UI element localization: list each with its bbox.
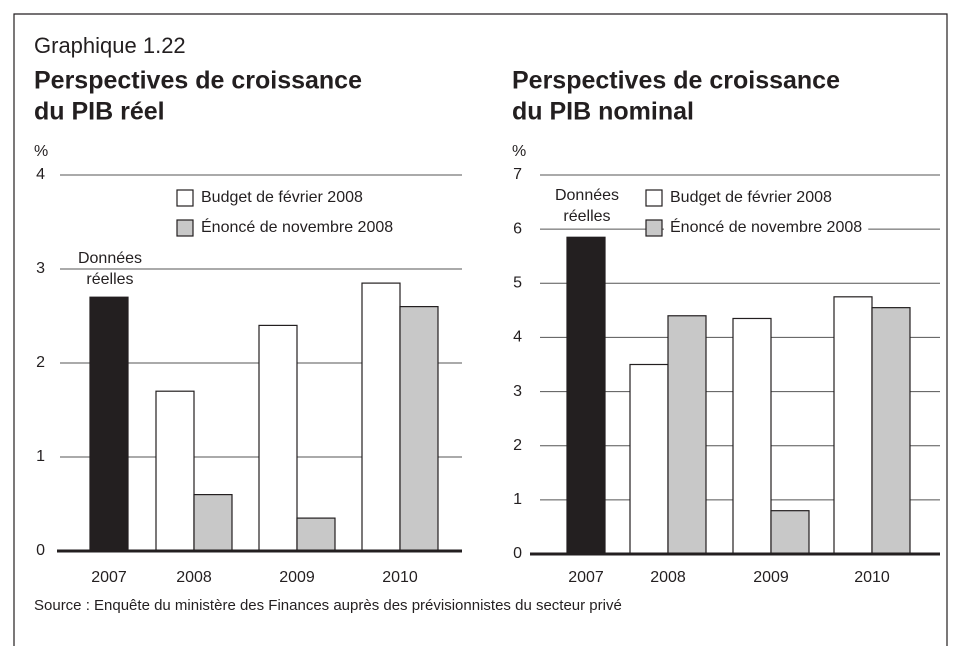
chart-title: du PIB nominal [512,98,694,126]
annotation: réelles [86,271,133,288]
y-tick-label: 4 [513,329,522,346]
y-tick-label: 1 [36,448,45,465]
y-axis-label: % [512,143,526,160]
bar [770,510,810,555]
x-tick-label: 2008 [650,569,686,586]
y-tick-label: 0 [513,545,522,562]
y-tick-label: 3 [513,383,522,400]
y-tick-label: 2 [36,354,45,371]
annotation: Données [555,187,619,204]
source-note: Source : Enquête du ministère des Financ… [34,597,622,614]
label-background [549,187,625,205]
bar [361,282,401,552]
label-background [195,217,400,237]
legend-label: Budget de février 2008 [670,189,832,206]
bar [258,324,298,552]
bar [871,307,911,555]
legend-label: Budget de février 2008 [201,189,363,206]
y-tick-label: 7 [513,166,522,183]
bar [193,494,233,552]
label-background [72,250,148,268]
y-tick-label: 4 [36,166,45,183]
x-tick-label: 2009 [753,569,789,586]
x-tick-label: 2008 [176,569,212,586]
bar [155,390,195,552]
label-background [664,217,869,237]
chart-title: Perspectives de croissance [34,67,362,95]
x-tick-label: 2010 [854,569,890,586]
legend-label: Énoncé de novembre 2008 [670,217,862,236]
bar [629,363,669,555]
annotation: Données [78,250,142,267]
annotation: réelles [563,208,610,225]
bar [566,236,606,555]
bar [399,306,439,552]
label-background [558,208,616,226]
bar [89,296,129,552]
legend-swatch [176,219,194,237]
y-tick-label: 3 [36,260,45,277]
label-background [664,189,838,207]
legend-swatch [176,189,194,207]
bar [833,296,873,555]
y-tick-label: 1 [513,491,522,508]
y-axis-label: % [34,143,48,160]
bar [732,317,772,555]
chart-title: du PIB réel [34,98,165,126]
x-tick-label: 2010 [382,569,418,586]
label-background [195,189,369,207]
y-tick-label: 2 [513,437,522,454]
x-tick-label: 2007 [91,569,127,586]
x-tick-label: 2007 [568,569,604,586]
x-tick-label: 2009 [279,569,315,586]
y-tick-label: 5 [513,275,522,292]
frame [13,13,948,646]
y-tick-label: 6 [513,220,522,237]
bar [667,315,707,555]
label-background [81,271,139,289]
legend-label: Énoncé de novembre 2008 [201,217,393,236]
y-tick-label: 0 [36,542,45,559]
bar [296,517,336,552]
legend-swatch [645,219,663,237]
legend-swatch [645,189,663,207]
chart-title: Perspectives de croissance [512,67,840,95]
figure-label: Graphique 1.22 [34,33,186,58]
